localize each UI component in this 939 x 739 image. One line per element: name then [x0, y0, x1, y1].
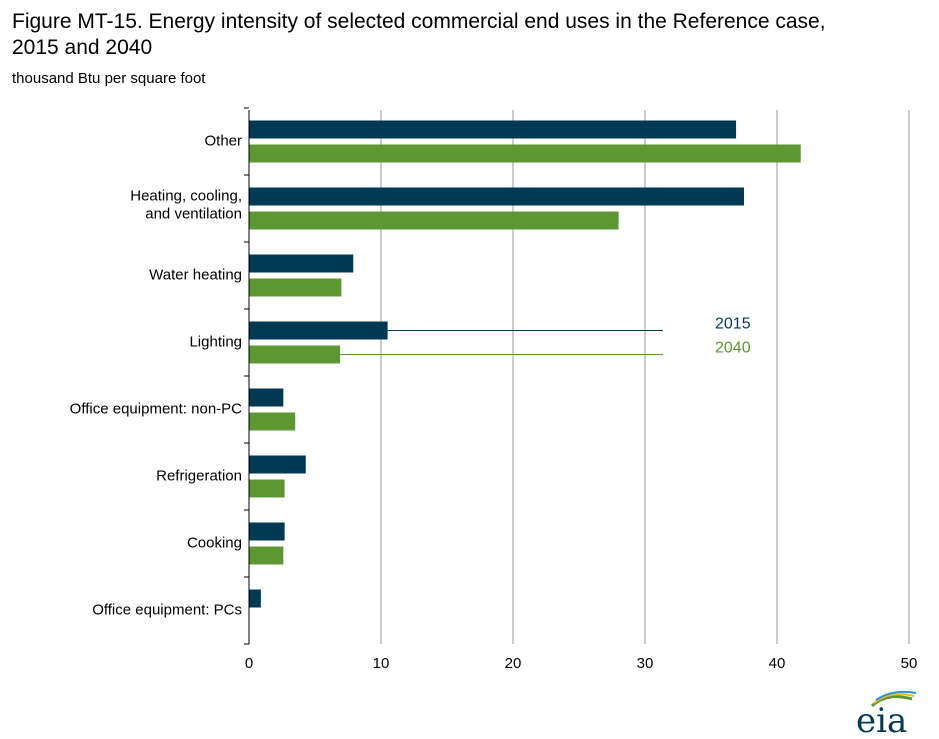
bar-2040-2 — [249, 278, 342, 297]
bar-2040-3 — [249, 345, 341, 364]
bar-2015-3 — [249, 321, 388, 340]
category-label-1-line-1: and ventilation — [145, 205, 242, 222]
category-label-3: Lighting — [189, 333, 242, 350]
x-tick-label-50: 50 — [901, 655, 918, 672]
bar-2015-4 — [249, 388, 284, 407]
chart-title-line-1: Figure MT-15. Energy intensity of select… — [12, 10, 826, 33]
bar-2015-5 — [249, 455, 306, 474]
bar-2040-1 — [249, 211, 619, 230]
category-label-0: Other — [204, 132, 242, 149]
bar-2015-1 — [249, 187, 744, 206]
bar-2015-0 — [249, 120, 737, 139]
bar-2015-6 — [249, 522, 285, 541]
logo-text: eia — [856, 701, 907, 736]
units-label: thousand Btu per square foot — [12, 70, 206, 87]
logo-swoosh-yellow — [873, 693, 915, 704]
bar-2040-6 — [249, 546, 284, 565]
x-tick-label-10: 10 — [373, 655, 390, 672]
category-label-4: Office equipment: non-PC — [70, 400, 242, 417]
category-label-2: Water heating — [149, 266, 242, 283]
category-label-7: Office equipment: PCs — [92, 601, 242, 618]
bar-2040-5 — [249, 479, 285, 498]
bar-2040-0 — [249, 144, 801, 163]
legend-label-2040: 2040 — [715, 340, 751, 357]
category-label-6: Cooking — [187, 534, 242, 551]
chart-title-line-2: 2015 and 2040 — [12, 36, 153, 59]
x-tick-label-40: 40 — [769, 655, 786, 672]
bar-2040-4 — [249, 412, 296, 431]
logo-swoosh-blue — [875, 690, 917, 701]
legend-label-2015: 2015 — [715, 316, 751, 333]
eia-logo: eia — [856, 690, 917, 736]
x-tick-label-0: 0 — [245, 655, 253, 672]
bar-2015-2 — [249, 254, 354, 273]
x-tick-label-30: 30 — [637, 655, 654, 672]
logo-swoosh-green — [870, 695, 913, 708]
category-label-5: Refrigeration — [156, 467, 242, 484]
bar-2015-7 — [249, 589, 261, 608]
x-tick-label-20: 20 — [505, 655, 522, 672]
category-label-1-line-0: Heating, cooling, — [130, 187, 242, 204]
